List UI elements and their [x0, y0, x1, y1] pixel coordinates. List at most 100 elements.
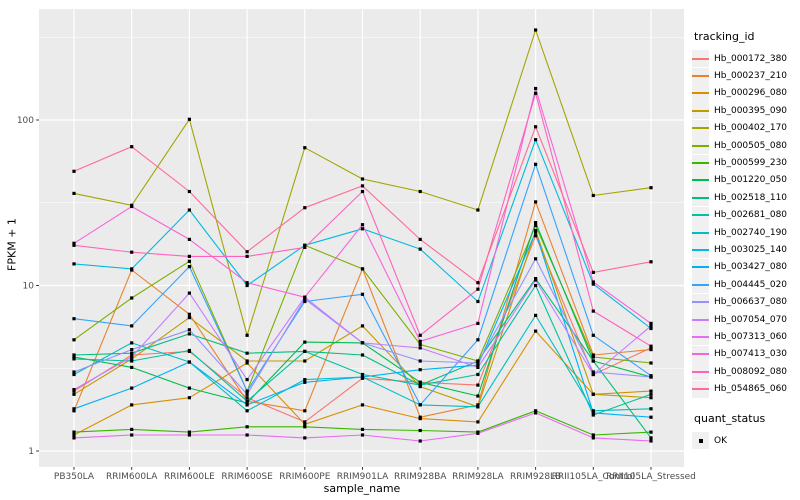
legend-key-swatch [692, 102, 709, 120]
data-point [130, 250, 134, 254]
legend-label: Hb_054865_060 [714, 384, 788, 395]
data-point [72, 262, 76, 266]
data-point [303, 243, 307, 247]
data-point [72, 392, 76, 396]
legend-item-Hb_006637_080: Hb_006637_080 [692, 293, 798, 311]
legend-key-swatch [692, 345, 709, 363]
data-point [649, 389, 653, 393]
legend-key-swatch [692, 258, 709, 276]
data-point [649, 260, 653, 264]
data-point [591, 282, 595, 286]
data-point [649, 392, 653, 396]
data-point [476, 363, 480, 367]
legend-key-swatch [692, 328, 709, 346]
data-point [534, 91, 538, 95]
data-point [649, 348, 653, 352]
legend-item-Hb_002740_190: Hb_002740_190 [692, 224, 798, 242]
data-point [418, 380, 422, 384]
x-tick-label: RRIM600LA [106, 472, 158, 482]
data-point [476, 299, 480, 304]
data-point [303, 297, 307, 301]
data-point [187, 189, 191, 194]
data-point [72, 353, 76, 357]
data-point [72, 191, 76, 195]
data-point [303, 380, 307, 384]
legend-key-swatch [692, 380, 709, 398]
data-point [130, 353, 134, 357]
data-point [187, 291, 191, 295]
data-point [360, 353, 365, 357]
legend-item-Hb_003427_080: Hb_003427_080 [692, 258, 798, 276]
data-point [130, 355, 134, 359]
data-point [187, 328, 191, 332]
legend-label: Hb_000172_380 [714, 53, 788, 64]
data-point [130, 267, 134, 271]
legend-key-swatch [692, 206, 709, 224]
data-point [360, 177, 365, 181]
data-point [476, 372, 480, 377]
data-point [418, 383, 422, 387]
data-point [649, 326, 653, 331]
legend-key-swatch [692, 293, 709, 311]
data-point [72, 241, 76, 245]
quant-status-item: OK [692, 432, 798, 449]
data-point [303, 206, 307, 210]
data-point [534, 28, 538, 32]
data-point [418, 237, 422, 241]
data-point [303, 245, 307, 249]
data-point [591, 353, 595, 357]
legend-key-swatch [692, 137, 709, 155]
legend-key-swatch [692, 241, 709, 259]
x-tick-label: RRII105LA_Stressed [606, 472, 696, 482]
data-point [649, 396, 653, 400]
legend-key-line [692, 283, 709, 286]
data-point [476, 208, 480, 212]
data-point [303, 409, 307, 413]
data-point [360, 341, 365, 345]
data-point [187, 386, 191, 390]
legend-title-quant-status: quant_status [694, 411, 766, 425]
data-point [245, 361, 249, 365]
legend-key-swatch [692, 363, 709, 381]
data-point [360, 267, 365, 271]
data-point [303, 378, 307, 382]
legend-label: Hb_006637_080 [714, 297, 788, 308]
data-point [130, 341, 134, 345]
data-point [649, 415, 653, 419]
legend-label: Hb_007054_070 [714, 314, 788, 325]
data-point [245, 401, 249, 405]
data-point [534, 278, 538, 282]
legend-key-line [692, 92, 709, 95]
legend-key-line [692, 318, 709, 321]
data-point [534, 221, 538, 225]
legend-key-swatch [692, 276, 709, 294]
data-point [187, 237, 191, 241]
data-point [130, 324, 134, 328]
data-point [418, 359, 422, 363]
legend-item-Hb_007054_070: Hb_007054_070 [692, 311, 798, 329]
data-point [72, 409, 76, 413]
legend-panel: tracking_id Hb_000172_380 Hb_000237_210 Hb… [692, 30, 798, 449]
legend-item-Hb_000296_080: Hb_000296_080 [692, 84, 798, 102]
data-point [360, 427, 365, 431]
data-point [187, 208, 191, 212]
legend-item-Hb_003025_140: Hb_003025_140 [692, 241, 798, 259]
legend-label: Hb_002518_110 [714, 192, 788, 203]
data-point [72, 243, 76, 247]
legend-key-line [692, 388, 709, 391]
data-point [245, 409, 249, 413]
data-point [649, 344, 653, 348]
data-point [130, 359, 134, 363]
legend-key-swatch [692, 67, 709, 85]
legend-item-Hb_054865_060: Hb_054865_060 [692, 380, 798, 398]
y-tick-label: 1 [28, 447, 34, 457]
data-point [591, 355, 595, 359]
data-point [649, 324, 653, 328]
data-point [245, 399, 249, 403]
data-point [187, 254, 191, 258]
legend-key-line [692, 179, 709, 182]
data-point [187, 332, 191, 336]
legend-item-Hb_004445_020: Hb_004445_020 [692, 276, 798, 294]
data-point [591, 433, 595, 437]
data-point [418, 189, 422, 194]
